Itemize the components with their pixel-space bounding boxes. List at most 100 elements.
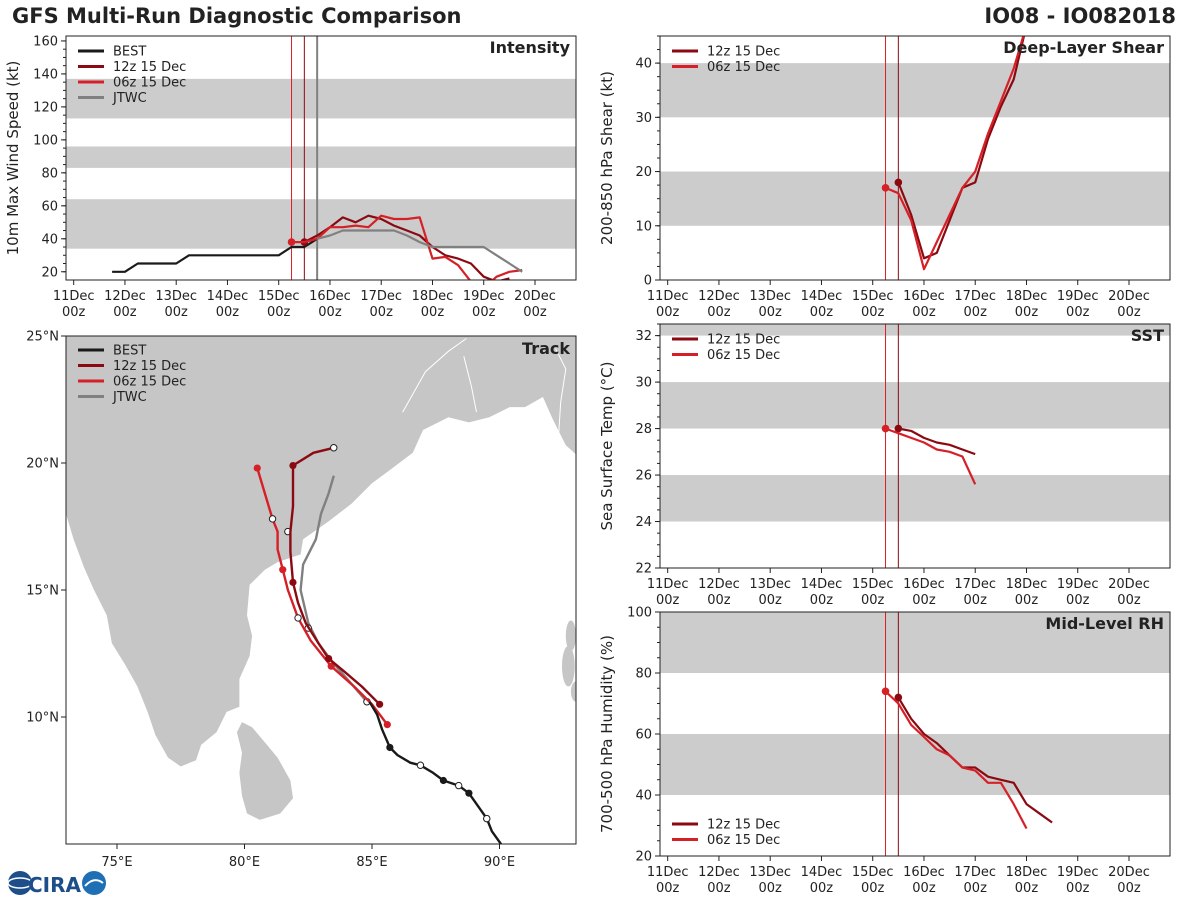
shear-xtick-label-hour: 00z [707, 305, 731, 320]
sst-band [660, 324, 1170, 336]
intensity-xtick-label-day: 20Dec [514, 289, 556, 304]
sst-title: SST [1131, 326, 1164, 345]
intensity-xtick-label-hour: 00z [267, 305, 291, 320]
track-marker-filled-best [465, 789, 473, 797]
track-legend-label: 06z 15 Dec [113, 375, 186, 390]
intensity-xtick-label-hour: 00z [523, 305, 547, 320]
rh-xtick-label-hour: 00z [759, 881, 783, 896]
track-marker-filled-run06 [383, 721, 391, 729]
rh-panel: 2040608010011Dec00z12Dec00z13Dec00z14Dec… [598, 606, 1171, 896]
shear-marker-run06 [881, 184, 890, 192]
intensity-ytick-label: 80 [41, 166, 58, 181]
track-xtick-label: 90°E [484, 855, 515, 870]
shear-xtick-label-hour: 00z [964, 305, 988, 320]
track-legend-label: 12z 15 Dec [113, 359, 186, 374]
rh-xtick-label-day: 19Dec [1057, 865, 1099, 880]
rh-xtick-label-day: 14Dec [801, 865, 843, 880]
intensity-frame [65, 35, 577, 281]
intensity-ytick-label: 160 [33, 34, 58, 49]
intensity-title: Intensity [490, 38, 571, 57]
track-island [570, 681, 576, 702]
shear-ytick-label: 10 [635, 219, 652, 234]
intensity-xtick-label-hour: 00z [318, 305, 342, 320]
rh-marker-run06 [881, 687, 890, 696]
intensity-xtick-label-day: 19Dec [463, 289, 505, 304]
sst-xtick-label-day: 18Dec [1006, 577, 1048, 592]
sst-ylabel: Sea Surface Temp (°C) [598, 361, 616, 530]
shear-xtick-label-hour: 00z [1015, 305, 1039, 320]
intensity-xtick-label-day: 14Dec [207, 289, 249, 304]
intensity-xtick-label-day: 12Dec [104, 289, 146, 304]
logo-satellite-icon [82, 871, 106, 895]
track-island [561, 645, 575, 687]
shear-band [660, 171, 1170, 226]
intensity-xtick-label-hour: 00z [370, 305, 394, 320]
rh-xtick-label-hour: 00z [912, 881, 936, 896]
shear-xtick-label-hour: 00z [861, 305, 885, 320]
track-ytick-label: 15°N [26, 584, 59, 599]
intensity-legend-label: BEST [113, 45, 146, 60]
track-xtick-label: 80°E [229, 855, 260, 870]
track-marker-open-run12 [330, 444, 338, 452]
shear-xtick-label-hour: 00z [912, 305, 936, 320]
intensity-ytick-label: 120 [33, 100, 58, 115]
track-marker-open-run06 [294, 614, 302, 622]
intensity-xtick-label-day: 18Dec [412, 289, 454, 304]
page-title: GFS Multi-Run Diagnostic Comparison [12, 4, 462, 28]
sst-xtick-label-hour: 00z [861, 593, 885, 608]
shear-xtick-label-day: 11Dec [647, 289, 689, 304]
intensity-xtick-label-day: 16Dec [309, 289, 351, 304]
sst-xtick-label-day: 13Dec [749, 577, 791, 592]
intensity-ytick-label: 140 [33, 67, 58, 82]
track-marker-filled-run12 [376, 700, 384, 708]
sst-xtick-label-hour: 00z [759, 593, 783, 608]
track-xtick-label: 85°E [356, 855, 387, 870]
track-sri-lanka [236, 722, 293, 820]
track-line-jtwc [299, 475, 368, 703]
shear-marker-run12 [894, 178, 903, 187]
rh-xtick-label-hour: 00z [964, 881, 988, 896]
rh-xtick-label-day: 17Dec [954, 865, 996, 880]
track-marker-open-best [416, 761, 425, 769]
sst-xtick-label-hour: 00z [810, 593, 834, 608]
shear-ytick-label: 20 [635, 165, 652, 180]
shear-xtick-label-hour: 00z [759, 305, 783, 320]
track-panel: 75°E 80°E 85°E 90°E 10°N 15°N 20°N 25°N Track BES… [26, 330, 577, 870]
shear-legend-label: 12z 15 Dec [707, 45, 780, 60]
rh-xtick-label-hour: 00z [707, 881, 731, 896]
rh-ylabel: 700-500 hPa Humidity (%) [598, 635, 616, 833]
rh-series-run06 [884, 690, 1028, 830]
track-legend-label: BEST [113, 344, 146, 359]
rh-band [660, 734, 1170, 795]
shear-xtick-label-hour: 00z [810, 305, 834, 320]
sst-xtick-label-day: 16Dec [903, 577, 945, 592]
track-xtick-label: 75°E [101, 855, 132, 870]
intensity-xtick-label-day: 13Dec [155, 289, 197, 304]
track-marker-filled-run12 [289, 578, 297, 586]
shear-ytick-label: 40 [635, 57, 652, 72]
rh-xtick-label-hour: 00z [1117, 881, 1141, 896]
intensity-band [66, 146, 576, 168]
rh-ytick-label: 20 [635, 850, 652, 865]
track-ytick-label: 20°N [26, 457, 59, 472]
sst-frame [659, 323, 1171, 569]
shear-xtick-label-day: 13Dec [749, 289, 791, 304]
sst-series-run06 [885, 427, 977, 485]
track-title: Track [522, 339, 570, 358]
rh-xtick-label-hour: 00z [810, 881, 834, 896]
sst-ytick-label: 30 [635, 376, 652, 391]
shear-series-run06 [885, 36, 1025, 271]
sst-legend-label: 12z 15 Dec [707, 333, 780, 348]
logo-text: CIRA [28, 873, 82, 897]
sst-xtick-label-hour: 00z [912, 593, 936, 608]
intensity-series-run06 [291, 214, 523, 280]
sst-marker-run06 [881, 424, 890, 433]
rh-legend-label: 06z 15 Dec [707, 833, 780, 848]
shear-xtick-label-day: 15Dec [852, 289, 894, 304]
rh-xtick-label-hour: 00z [1066, 881, 1090, 896]
rh-series-run12 [897, 696, 1053, 824]
intensity-panel: 2040608010012014016011Dec00z12Dec00z13De… [4, 34, 577, 320]
sst-plot-area [660, 324, 1170, 568]
sst-ytick-label: 28 [635, 422, 652, 437]
